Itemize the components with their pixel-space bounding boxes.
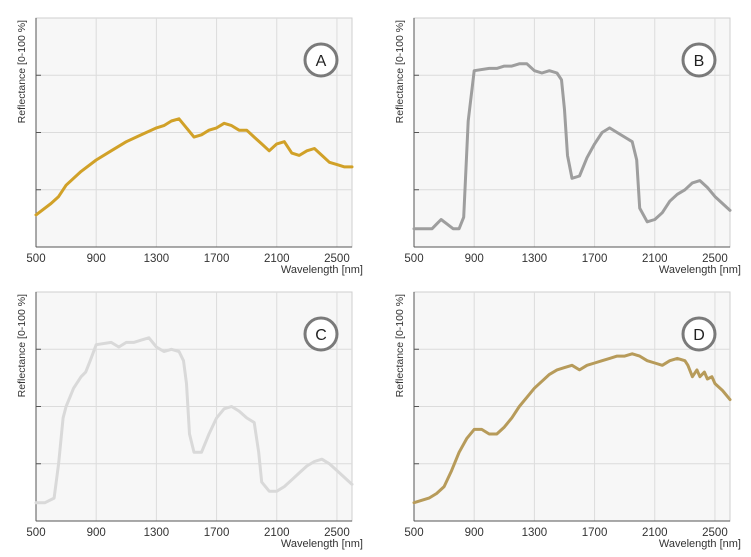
x-tick-label: 500 [26, 527, 45, 539]
x-tick-label: 2100 [642, 527, 668, 539]
x-tick-label: 1700 [582, 527, 608, 539]
spectrum-line [412, 352, 732, 505]
panel-badge-label: C [315, 327, 327, 344]
y-axis-label: Reflectance [0-100 %] [16, 20, 28, 123]
spectrum-line [34, 336, 354, 505]
x-tick-label: 1700 [204, 527, 230, 539]
panel-badge-label: A [316, 53, 327, 70]
x-tick-label: 1700 [204, 253, 230, 265]
x-tick-label: 500 [404, 253, 423, 265]
y-axis-label: Reflectance [0-100 %] [394, 20, 406, 123]
x-axis-label: Wavelength [nm] [281, 264, 363, 276]
x-tick-label: 2500 [702, 527, 728, 539]
x-axis-label: Wavelength [nm] [659, 264, 741, 276]
y-axis-label: Reflectance [0-100 %] [16, 294, 28, 397]
x-tick-label: 2500 [324, 527, 350, 539]
x-tick-label: 900 [87, 527, 106, 539]
panel-badge [303, 316, 339, 352]
x-tick-label: 2500 [702, 253, 728, 265]
x-tick-label: 1300 [144, 527, 170, 539]
x-tick-label: 1300 [522, 527, 548, 539]
x-axis-label: Wavelength [nm] [659, 538, 741, 550]
panel-badge [681, 316, 717, 352]
x-tick-label: 1300 [144, 253, 170, 265]
panel-badge [681, 42, 717, 78]
x-tick-label: 900 [87, 253, 106, 265]
x-tick-label: 1300 [522, 253, 548, 265]
x-tick-label: 2100 [264, 253, 290, 265]
spectrum-line [412, 62, 732, 231]
x-tick-label: 2100 [642, 253, 668, 265]
panel-badge-label: D [693, 327, 705, 344]
x-tick-label: 500 [404, 527, 423, 539]
panel-badge [303, 42, 339, 78]
x-axis-label: Wavelength [nm] [281, 538, 363, 550]
spectrum-line [34, 117, 354, 217]
y-axis-label: Reflectance [0-100 %] [394, 294, 406, 397]
x-tick-label: 2100 [264, 527, 290, 539]
x-tick-label: 1700 [582, 253, 608, 265]
x-tick-label: 900 [465, 253, 484, 265]
x-tick-label: 2500 [324, 253, 350, 265]
panel-badge-label: B [694, 53, 705, 70]
x-tick-label: 500 [26, 253, 45, 265]
x-tick-label: 900 [465, 527, 484, 539]
